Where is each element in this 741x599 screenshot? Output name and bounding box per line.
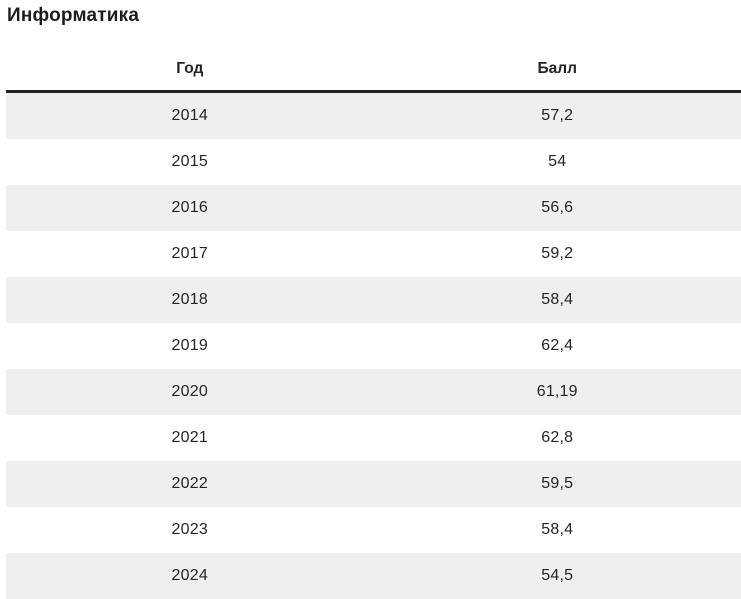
page-title: Информатика xyxy=(0,0,741,28)
score-cell: 54,5 xyxy=(374,553,741,599)
score-cell: 58,4 xyxy=(374,277,741,323)
year-cell: 2015 xyxy=(6,139,374,185)
year-cell: 2018 xyxy=(6,277,374,323)
header-row: Год Балл xyxy=(6,28,741,92)
year-cell: 2022 xyxy=(6,461,374,507)
score-cell: 58,4 xyxy=(374,507,741,553)
year-cell: 2023 xyxy=(6,507,374,553)
year-cell: 2020 xyxy=(6,369,374,415)
score-cell: 56,6 xyxy=(374,185,741,231)
score-cell: 57,2 xyxy=(374,92,741,140)
score-cell: 62,4 xyxy=(374,323,741,369)
column-header-year: Год xyxy=(6,28,374,92)
table-header: Год Балл xyxy=(6,28,741,92)
score-cell: 54 xyxy=(374,139,741,185)
year-cell: 2024 xyxy=(6,553,374,599)
score-cell: 59,2 xyxy=(374,231,741,277)
year-cell: 2019 xyxy=(6,323,374,369)
year-cell: 2021 xyxy=(6,415,374,461)
score-cell: 61,19 xyxy=(374,369,741,415)
column-header-score: Балл xyxy=(374,28,741,92)
score-cell: 59,5 xyxy=(374,461,741,507)
score-cell: 62,8 xyxy=(374,415,741,461)
year-cell: 2016 xyxy=(6,185,374,231)
year-cell: 2014 xyxy=(6,92,374,140)
year-cell: 2017 xyxy=(6,231,374,277)
